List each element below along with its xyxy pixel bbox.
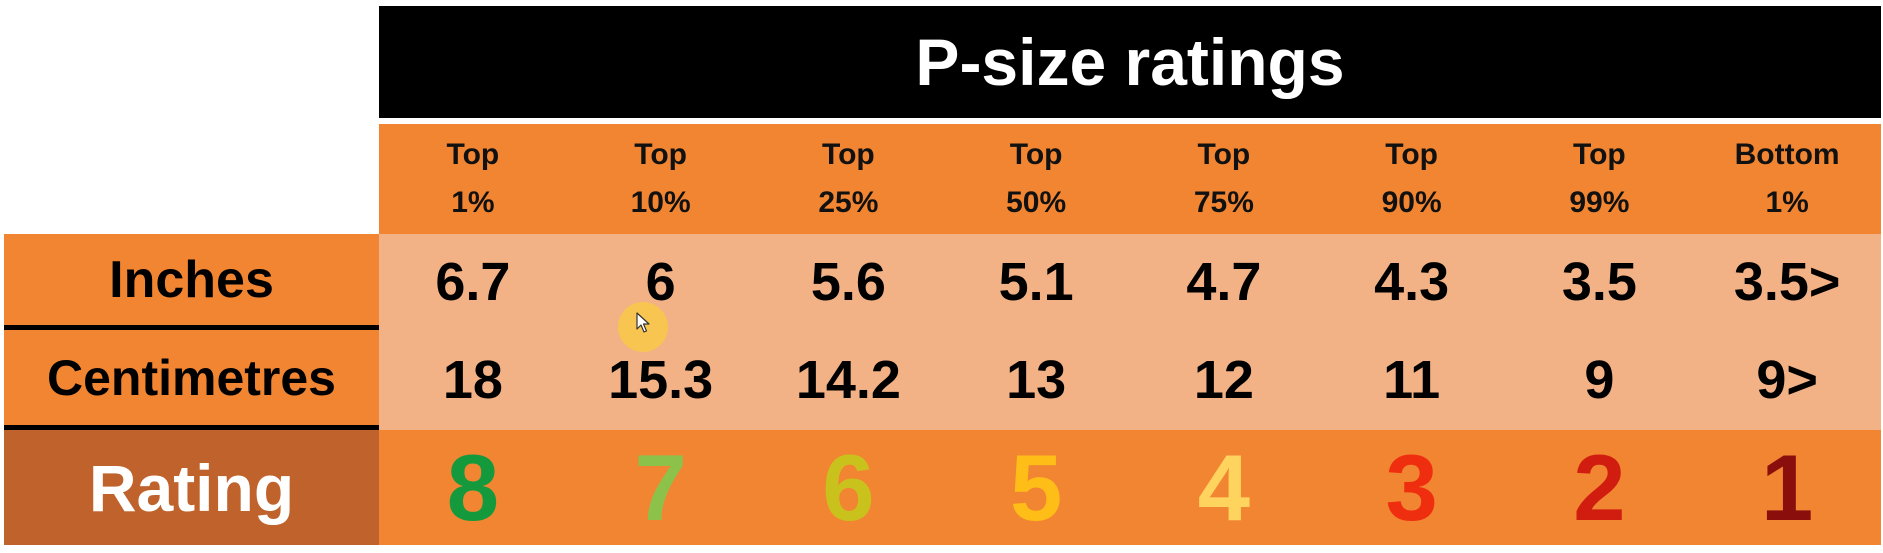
row-label-inches: Inches (4, 234, 379, 325)
inches-cell: 3.5> (1733, 252, 1841, 312)
centimetres-cell: 9> (1756, 350, 1818, 410)
mouse-pointer-icon (636, 312, 650, 333)
column-header-top: Top (634, 138, 687, 171)
row-divider (4, 325, 379, 330)
row-divider (4, 425, 379, 430)
column-header-top: Top (1009, 138, 1063, 171)
inches-cell: 6.7 (435, 252, 511, 312)
column-header: Top 99% (1506, 124, 1694, 234)
column-header: Top 1% (379, 124, 567, 234)
column-header: Top 10% (567, 124, 755, 234)
centimetres-row: 18 15.3 14.2 13 12 11 9 9> (379, 330, 1881, 430)
column-header: Bottom 1% (1693, 124, 1881, 234)
row-label-centimetres: Centimetres (4, 330, 379, 425)
inches-row: 6.7 6 5.6 5.1 4.7 4.3 3.5 3.5> (379, 234, 1881, 330)
column-header-bottom: 99% (1569, 186, 1630, 219)
rating-row: 8 7 6 5 4 3 2 1 (379, 430, 1881, 545)
rating-cell: 6 (822, 434, 875, 540)
column-header-bottom: 75% (1193, 186, 1254, 219)
inches-cell: 5.6 (810, 252, 886, 312)
rating-cell: 1 (1760, 434, 1814, 540)
column-header-top: Top (446, 138, 500, 171)
rating-cell: 8 (446, 434, 500, 540)
centimetres-cell: 12 (1193, 350, 1254, 410)
column-header-bottom: 90% (1381, 186, 1442, 219)
column-header: Top 90% (1318, 124, 1506, 234)
column-header-bottom: 1% (1765, 186, 1809, 219)
column-header-top: Top (1197, 138, 1251, 171)
rating-cell: 7 (634, 434, 687, 540)
header-row: Top 1% Top 10% Top 25% Top 50% Top 75% T… (379, 124, 1881, 234)
column-header-top: Bottom (1734, 138, 1840, 171)
centimetres-cell: 18 (442, 350, 503, 410)
column-header-top: Top (1573, 138, 1626, 171)
rating-cell: 2 (1573, 434, 1626, 540)
column-header-bottom: 50% (1006, 186, 1067, 219)
inches-cell: 3.5 (1561, 252, 1637, 312)
column-header-top: Top (822, 138, 875, 171)
centimetres-cell: 14.2 (795, 350, 901, 410)
column-header-bottom: 1% (451, 186, 495, 219)
column-header: Top 75% (1130, 124, 1318, 234)
row-label-rating: Rating (4, 430, 379, 545)
table-title: P-size ratings (379, 6, 1881, 118)
centimetres-cell: 11 (1383, 350, 1441, 410)
inches-cell: 4.7 (1186, 252, 1262, 312)
inches-cell: 5.1 (998, 252, 1074, 312)
rating-cell: 3 (1385, 434, 1438, 540)
column-header-top: Top (1385, 138, 1438, 171)
column-header-bottom: 25% (818, 186, 879, 219)
rating-cell: 5 (1009, 434, 1063, 540)
rating-cell: 4 (1197, 434, 1251, 540)
centimetres-cell: 15.3 (608, 350, 714, 410)
inches-cell: 4.3 (1374, 252, 1450, 312)
centimetres-cell: 9 (1584, 350, 1615, 410)
centimetres-cell: 13 (1006, 350, 1067, 410)
column-header-bottom: 10% (630, 186, 691, 219)
column-header: Top 50% (942, 124, 1130, 234)
inches-cell: 6 (645, 252, 676, 312)
column-header: Top 25% (755, 124, 943, 234)
